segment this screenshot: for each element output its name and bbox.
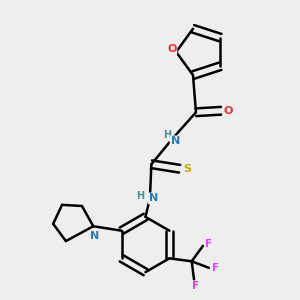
Text: S: S (183, 164, 191, 174)
Text: F: F (205, 239, 212, 249)
Text: O: O (223, 106, 232, 116)
Text: N: N (149, 194, 158, 203)
Text: H: H (163, 130, 171, 140)
Text: N: N (90, 231, 99, 241)
Text: F: F (212, 263, 219, 273)
Text: O: O (167, 44, 176, 54)
Text: H: H (136, 191, 145, 201)
Text: N: N (170, 136, 180, 146)
Text: F: F (192, 281, 199, 291)
